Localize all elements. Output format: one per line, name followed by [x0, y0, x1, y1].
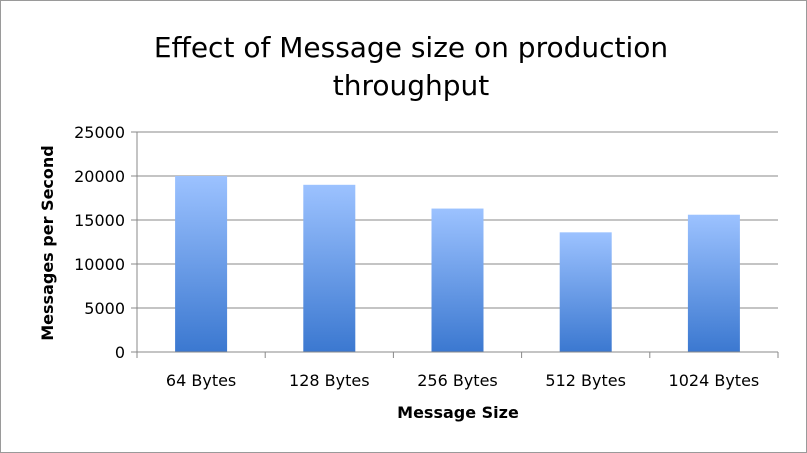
chart-title-line-1: Effect of Message size on production	[153, 31, 669, 64]
y-tick-label: 15000	[74, 211, 125, 230]
bar-2	[303, 184, 356, 352]
y-tick-label: 25000	[74, 123, 125, 142]
x-tick-label: 64 Bytes	[166, 371, 236, 390]
y-tick-label: 20000	[74, 167, 125, 186]
bars	[175, 176, 740, 352]
axes	[131, 131, 779, 358]
x-axis-label: Message Size	[397, 403, 519, 422]
x-tick-label: 1024 Bytes	[669, 371, 760, 390]
y-axis-label: Messages per Second	[38, 145, 57, 340]
bar-4	[559, 232, 612, 352]
y-tick-label: 10000	[74, 255, 125, 274]
chart-title-line-2: throughput	[332, 69, 490, 102]
x-tick-label: 128 Bytes	[289, 371, 370, 390]
bar-1	[175, 176, 228, 352]
bar-3	[431, 208, 484, 352]
x-tick-label: 256 Bytes	[417, 371, 498, 390]
chart-title: Effect of Message size on production thro…	[61, 29, 761, 105]
bar-5	[687, 214, 740, 352]
y-tick-label: 5000	[84, 299, 125, 318]
tick-labels: 0 5000 10000 15000 20000 25000 64 Bytes 128 Byt…	[74, 123, 759, 390]
x-tick-label: 512 Bytes	[545, 371, 626, 390]
y-tick-label: 0	[115, 343, 125, 362]
